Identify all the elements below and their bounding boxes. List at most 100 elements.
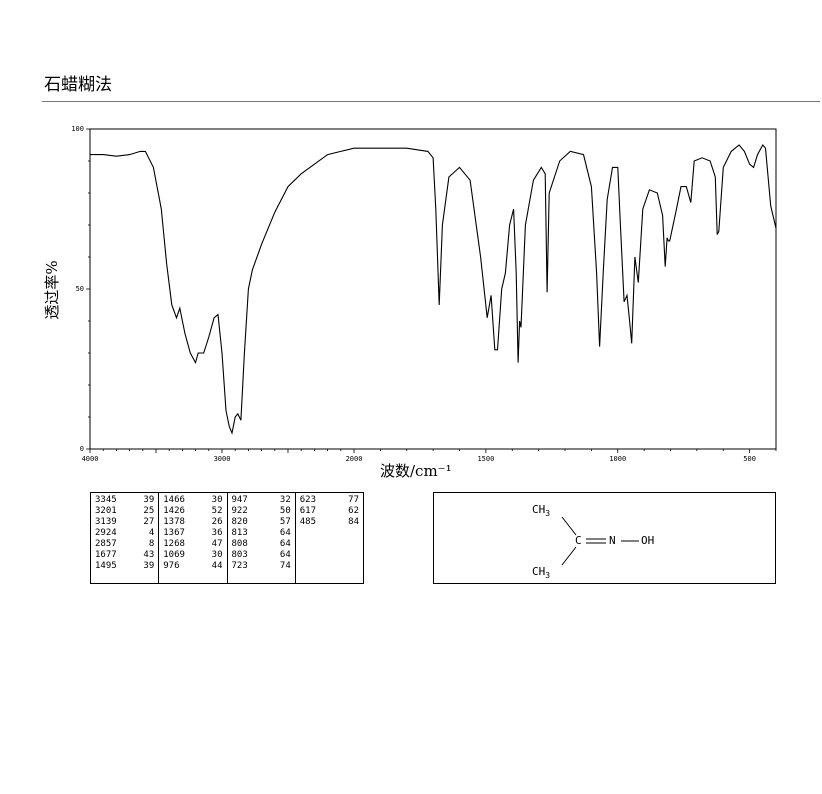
peak-transmittance: 50 bbox=[279, 506, 291, 516]
peak-row: 1466 30 bbox=[163, 495, 222, 506]
peak-transmittance: 64 bbox=[279, 528, 291, 538]
peak-row: 1378 26 bbox=[163, 517, 222, 528]
y-axis-ticks: 100 50 0 bbox=[71, 125, 90, 453]
structure-bonds bbox=[561, 516, 639, 566]
peak-wavenumber: 947 bbox=[231, 495, 248, 505]
peak-wavenumber: 485 bbox=[299, 517, 317, 527]
x-tick-label: 3000 bbox=[214, 455, 231, 463]
peak-wavenumber: 1466 bbox=[163, 495, 185, 505]
peak-row: 976 44 bbox=[163, 561, 222, 572]
peak-row: 1426 52 bbox=[163, 506, 222, 517]
peak-transmittance: 77 bbox=[348, 495, 359, 505]
peak-wavenumber: 976 bbox=[163, 561, 180, 571]
peak-column: 947 32 922 50 820 57 813 64 808 64 803 64 723 74 bbox=[228, 493, 296, 583]
peak-wavenumber: 3201 bbox=[95, 506, 117, 516]
peak-row: 803 64 bbox=[232, 550, 291, 561]
peak-row: 723 74 bbox=[232, 561, 291, 572]
peak-transmittance: 57 bbox=[279, 517, 291, 527]
peak-transmittance: 39 bbox=[143, 561, 155, 571]
peak-row: 3139 27 bbox=[95, 517, 154, 528]
peak-wavenumber: 808 bbox=[231, 539, 248, 549]
peak-row: 1268 47 bbox=[163, 539, 222, 550]
peak-row: 617 62 bbox=[300, 506, 359, 517]
structure-panel: CH3 C N OH CH3 bbox=[433, 492, 776, 584]
peak-transmittance: 47 bbox=[211, 539, 223, 549]
peak-wavenumber: 1677 bbox=[95, 550, 117, 560]
peak-wavenumber: 3139 bbox=[95, 517, 117, 527]
peak-transmittance: 26 bbox=[211, 517, 223, 527]
peak-transmittance: 30 bbox=[211, 550, 223, 560]
peak-wavenumber: 1069 bbox=[163, 550, 185, 560]
peak-wavenumber: 1367 bbox=[163, 528, 185, 538]
peak-wavenumber: 2857 bbox=[95, 539, 117, 549]
x-axis-label: 波数/cm⁻¹ bbox=[380, 462, 452, 480]
peak-wavenumber: 922 bbox=[231, 506, 248, 516]
peak-transmittance: 36 bbox=[211, 528, 223, 538]
x-tick-label: 1500 bbox=[477, 455, 494, 463]
peak-row: 813 64 bbox=[232, 528, 291, 539]
plot-frame bbox=[89, 128, 777, 450]
peak-row: 623 77 bbox=[300, 495, 359, 506]
bond-upper bbox=[561, 516, 577, 536]
y-tick-label: 100 bbox=[71, 125, 84, 133]
peak-wavenumber: 723 bbox=[231, 561, 248, 571]
peak-wavenumber: 1495 bbox=[95, 561, 117, 571]
y-axis-label: 透过率% bbox=[43, 260, 61, 319]
peak-transmittance: 4 bbox=[148, 528, 155, 538]
peak-row: 3345 39 bbox=[95, 495, 154, 506]
peak-wavenumber: 1426 bbox=[163, 506, 185, 516]
hydroxyl-group: OH bbox=[641, 534, 655, 547]
peak-row: 1367 36 bbox=[163, 528, 222, 539]
peak-transmittance: 64 bbox=[279, 539, 291, 549]
peak-column: 1466 30 1426 52 1378 26 1367 36 1268 47 1069 30 976 4… bbox=[159, 493, 228, 583]
peak-row: 2924 4 bbox=[95, 528, 154, 539]
header-divider bbox=[42, 101, 820, 102]
peak-transmittance: 32 bbox=[279, 495, 291, 505]
x-axis-ticks: 4000 3000 2000 1500 1000 500 bbox=[82, 449, 777, 463]
peak-row: 2857 8 bbox=[95, 539, 154, 550]
peak-transmittance: 8 bbox=[148, 539, 155, 549]
x-tick-label: 2000 bbox=[346, 455, 363, 463]
peak-transmittance: 27 bbox=[143, 517, 155, 527]
peak-row: 3201 25 bbox=[95, 506, 154, 517]
peak-wavenumber: 2924 bbox=[95, 528, 117, 538]
peak-row: 1069 30 bbox=[163, 550, 222, 561]
peak-transmittance: 74 bbox=[279, 561, 291, 571]
peak-row: 1495 39 bbox=[95, 561, 154, 572]
peak-wavenumber: 1268 bbox=[163, 539, 185, 549]
y-tick-label: 0 bbox=[80, 445, 84, 453]
x-tick-label: 1000 bbox=[609, 455, 626, 463]
peak-wavenumber: 820 bbox=[231, 517, 248, 527]
x-tick-label: 500 bbox=[743, 455, 756, 463]
transmittance-line bbox=[90, 144, 777, 435]
peak-wavenumber: 617 bbox=[299, 506, 317, 516]
peak-transmittance: 25 bbox=[143, 506, 155, 516]
peak-wavenumber: 623 bbox=[299, 495, 317, 505]
peak-wavenumber: 3345 bbox=[95, 495, 117, 505]
peak-transmittance: 30 bbox=[211, 495, 223, 505]
peak-wavenumber: 1378 bbox=[163, 517, 185, 527]
method-title: 石蜡糊法 bbox=[44, 75, 112, 95]
peak-row: 947 32 bbox=[232, 495, 291, 506]
peak-column: 3345 39 3201 25 3139 27 2924 4 2857 8 1677 43 1495 39 bbox=[91, 493, 160, 583]
y-tick-label: 50 bbox=[76, 285, 84, 293]
peak-transmittance: 84 bbox=[348, 517, 359, 527]
peak-transmittance: 39 bbox=[143, 495, 155, 505]
peak-wavenumber: 813 bbox=[231, 528, 248, 538]
bond-lower bbox=[561, 546, 577, 566]
peak-row: 820 57 bbox=[232, 517, 291, 528]
carbon-atom: C bbox=[575, 534, 582, 547]
peak-column: 623 77 617 62 485 84 bbox=[296, 493, 363, 583]
peak-transmittance: 43 bbox=[143, 550, 155, 560]
peak-row: 808 64 bbox=[232, 539, 291, 550]
peak-row: 485 84 bbox=[300, 517, 359, 528]
peak-wavenumber: 803 bbox=[231, 550, 248, 560]
peak-row: 922 50 bbox=[232, 506, 291, 517]
methyl-bottom: CH3 bbox=[532, 565, 551, 581]
peak-transmittance: 52 bbox=[211, 506, 223, 516]
peak-transmittance: 62 bbox=[348, 506, 359, 516]
nitrogen-atom: N bbox=[609, 534, 616, 547]
peak-table: 3345 39 3201 25 3139 27 2924 4 2857 8 1677 43 1495 39… bbox=[90, 492, 364, 584]
x-tick-label: 4000 bbox=[82, 455, 99, 463]
